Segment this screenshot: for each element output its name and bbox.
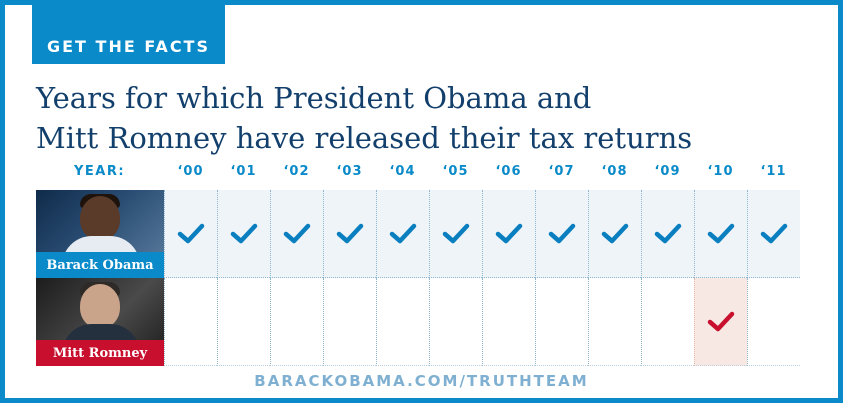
year-header-cell: ‘02 <box>283 164 310 179</box>
year-cell-04 <box>376 278 429 366</box>
year-cell-03 <box>323 278 376 366</box>
checkmark-icon <box>707 223 735 243</box>
year-header-cell: ‘08 <box>601 164 628 179</box>
checkmark-icon <box>336 223 364 243</box>
footer-url: BARACKOBAMA.COM/TRUTHTEAM <box>254 372 589 390</box>
year-cell-09 <box>641 190 694 278</box>
year-cell-00 <box>164 278 217 366</box>
year-header-cell: ‘03 <box>336 164 363 179</box>
headline-line-1: Years for which President Obama and <box>36 81 592 115</box>
obama-name-label: Barack Obama <box>36 252 164 278</box>
year-cell-02 <box>270 278 323 366</box>
year-cell-03 <box>323 190 376 278</box>
year-label: YEAR: <box>74 164 126 179</box>
tax-returns-grid: Barack Obama Mitt Romney <box>36 190 806 366</box>
checkmark-icon <box>177 223 205 243</box>
table-row-romney: Mitt Romney <box>36 278 806 366</box>
year-cell-08 <box>588 190 641 278</box>
headline-line-2: Mitt Romney have released their tax retu… <box>36 121 693 155</box>
year-cell-05 <box>429 278 482 366</box>
year-cell-07 <box>535 190 588 278</box>
checkmark-icon <box>548 223 576 243</box>
checkmark-icon <box>654 223 682 243</box>
year-cell-09 <box>641 278 694 366</box>
checkmark-icon <box>495 223 523 243</box>
checkmark-icon <box>442 223 470 243</box>
year-cell-11 <box>747 278 800 366</box>
year-cell-07 <box>535 278 588 366</box>
year-cell-05 <box>429 190 482 278</box>
romney-photo: Mitt Romney <box>36 278 164 366</box>
table-row-obama: Barack Obama <box>36 190 806 278</box>
year-cell-04 <box>376 190 429 278</box>
checkmark-icon <box>389 223 417 243</box>
year-cell-02 <box>270 190 323 278</box>
year-header-cell: ‘05 <box>442 164 469 179</box>
headline: Years for which President Obama and Mitt… <box>36 78 826 158</box>
romney-name-label: Mitt Romney <box>36 340 164 366</box>
checkmark-icon <box>283 223 311 243</box>
year-header-cell: ‘04 <box>389 164 416 179</box>
year-cell-00 <box>164 190 217 278</box>
checkmark-icon <box>760 223 788 243</box>
year-cell-01 <box>217 278 270 366</box>
year-cell-10 <box>694 190 747 278</box>
year-header-cell: ‘00 <box>177 164 204 179</box>
year-cell-06 <box>482 190 535 278</box>
year-cell-10 <box>694 278 747 366</box>
year-cell-06 <box>482 278 535 366</box>
year-header-cell: ‘11 <box>760 164 787 179</box>
checkmark-icon <box>601 223 629 243</box>
obama-photo: Barack Obama <box>36 190 164 278</box>
year-header-cell: ‘06 <box>495 164 522 179</box>
year-header-cell: ‘10 <box>707 164 734 179</box>
checkmark-icon <box>707 311 735 331</box>
get-the-facts-banner: GET THE FACTS <box>32 0 225 64</box>
year-header-cell: ‘09 <box>654 164 681 179</box>
year-cell-08 <box>588 278 641 366</box>
year-header-row: YEAR: ‘00 ‘01 ‘02 ‘03 ‘04 ‘05 ‘06 ‘07 ‘0… <box>36 164 806 186</box>
checkmark-icon <box>230 223 258 243</box>
year-cell-01 <box>217 190 270 278</box>
year-header-cell: ‘07 <box>548 164 575 179</box>
year-header-cell: ‘01 <box>230 164 257 179</box>
year-cell-11 <box>747 190 800 278</box>
banner-label: GET THE FACTS <box>46 37 210 56</box>
